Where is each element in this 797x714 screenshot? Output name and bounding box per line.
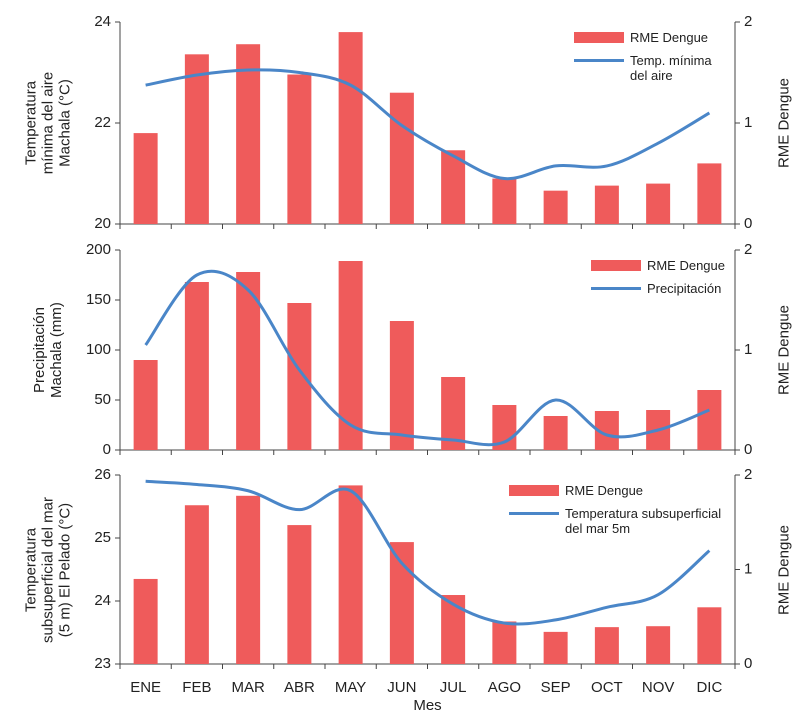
bar	[133, 578, 158, 664]
bar	[184, 54, 209, 224]
x-tick-label: JUL	[440, 679, 467, 696]
legend-swatch	[509, 485, 559, 496]
x-tick-label: DIC	[696, 679, 722, 696]
bar	[646, 183, 671, 224]
bar	[236, 44, 261, 224]
bar	[492, 178, 517, 224]
y-tick-label: 24	[94, 13, 111, 30]
bar	[697, 163, 722, 224]
legend-swatch	[590, 260, 641, 271]
bar	[441, 150, 466, 224]
y2-axis-title: RME Dengue	[775, 77, 793, 169]
bar	[441, 377, 466, 450]
x-tick-label: OCT	[591, 679, 623, 696]
bar	[184, 282, 209, 450]
y2-tick-label: 1	[744, 114, 752, 131]
legend-swatch	[509, 512, 559, 515]
bar	[389, 92, 414, 224]
x-tick-label: MAR	[231, 679, 265, 696]
legend-label: RME Dengue	[565, 483, 644, 498]
y-tick-label: 22	[94, 114, 111, 131]
y-axis-title: Temperatura mínima del aire Machala (°C)	[22, 71, 74, 175]
bar	[133, 360, 158, 450]
y-tick-label: 200	[86, 241, 111, 258]
y-tick-label: 24	[94, 592, 111, 609]
bar	[543, 416, 568, 450]
y-tick-label: 23	[94, 655, 111, 672]
bar	[543, 190, 568, 224]
bar	[236, 495, 261, 664]
x-axis-title: Mes	[413, 697, 441, 714]
y2-tick-label: 0	[744, 215, 752, 232]
legend-label: Temperatura subsuperficial del mar 5m	[565, 506, 722, 536]
x-tick-label: SEP	[541, 679, 571, 696]
line	[145, 68, 711, 181]
bar	[287, 74, 312, 225]
bar	[389, 321, 414, 450]
y-tick-label: 50	[94, 391, 111, 408]
bar	[543, 631, 568, 664]
line	[145, 479, 711, 626]
y-tick-label: 26	[94, 466, 111, 483]
y2-axis-title: RME Dengue	[775, 524, 793, 615]
bar	[492, 621, 517, 664]
bar	[646, 626, 671, 664]
y-tick-label: 100	[86, 341, 111, 358]
x-tick-label: MAY	[335, 679, 366, 696]
y2-tick-label: 1	[744, 560, 752, 577]
y2-tick-label: 1	[744, 341, 752, 358]
y-tick-label: 150	[86, 291, 111, 308]
legend-label: RME Dengue	[646, 258, 725, 273]
bar	[287, 303, 312, 450]
y2-axis-title: RME Dengue	[775, 304, 793, 396]
y-tick-label: 25	[94, 529, 111, 546]
bar	[133, 133, 158, 224]
y-axis-title: Precipitación Machala (mm)	[31, 302, 65, 398]
x-tick-label: AGO	[488, 679, 521, 696]
legend: RME Dengue Temp. mínima del aire	[574, 30, 725, 83]
y-tick-label: 0	[103, 441, 111, 458]
bar	[338, 32, 363, 224]
bar	[441, 595, 466, 664]
bar	[184, 505, 209, 664]
legend-swatch	[590, 287, 641, 290]
legend-swatch	[574, 59, 624, 62]
y2-tick-label: 2	[744, 466, 752, 483]
y2-tick-label: 0	[744, 441, 752, 458]
x-tick-label: ENE	[130, 679, 161, 696]
bar	[697, 390, 722, 450]
line	[144, 269, 710, 447]
bar	[389, 542, 414, 664]
y-axis-title: Temperatura subsuperficial del mar (5 m)…	[22, 496, 74, 643]
legend: RME Dengue Temperatura subsuperficial del…	[509, 483, 725, 536]
y2-tick-label: 2	[744, 241, 752, 258]
y2-tick-label: 0	[744, 655, 752, 672]
bar	[594, 185, 619, 224]
bar	[287, 525, 312, 664]
bar	[594, 627, 619, 664]
legend: RME Dengue Precipitación	[590, 258, 725, 296]
legend-label: Temp. mínima del aire	[630, 53, 712, 83]
legend-label: RME Dengue	[630, 30, 709, 45]
x-tick-label: JUN	[387, 679, 416, 696]
bar	[338, 261, 363, 450]
y2-tick-label: 2	[744, 13, 752, 30]
legend-label: Precipitación	[646, 281, 722, 296]
x-tick-label: ABR	[284, 679, 315, 696]
x-tick-label: FEB	[182, 679, 211, 696]
y-tick-label: 20	[94, 215, 111, 232]
x-tick-label: NOV	[642, 679, 675, 696]
bar	[697, 607, 722, 664]
bar	[338, 485, 363, 664]
legend-swatch	[574, 32, 624, 43]
